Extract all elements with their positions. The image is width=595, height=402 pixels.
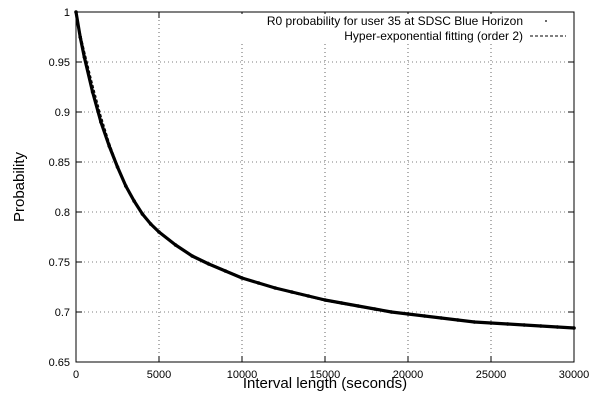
x-tick-label: 25000 [476, 369, 507, 381]
x-tick-label: 15000 [310, 369, 341, 381]
grid-lines [76, 12, 574, 362]
axis-ticks: 0 5000 10000 15000 20000 25000 30000 0.65 0.7 0.7… [49, 7, 590, 381]
x-tick-label: 5000 [147, 369, 171, 381]
y-tick-label: 0.9 [55, 107, 70, 119]
x-tick-label: 30000 [559, 369, 590, 381]
series-layer [74, 10, 576, 330]
data-point [456, 318, 460, 322]
legend-entry-r0-probability: R0 probability for user 35 at SDSC Blue … [267, 14, 523, 28]
data-point [99, 120, 103, 124]
x-tick-label: 20000 [393, 369, 424, 381]
x-axis-label: Interval length (seconds) [243, 375, 407, 392]
series-r0-probability-points [74, 10, 576, 330]
data-point [555, 325, 560, 329]
y-tick-label: 0.7 [55, 307, 70, 319]
y-tick-label: 0.65 [49, 357, 70, 369]
data-point [505, 322, 510, 326]
legend-background [236, 14, 572, 44]
y-tick-label: 1 [64, 7, 70, 19]
data-point [406, 312, 410, 316]
y-tick-label: 0.85 [49, 157, 70, 169]
data-point [190, 254, 194, 258]
data-point [82, 55, 87, 59]
y-tick-label: 0.75 [49, 257, 70, 269]
series-hyper-exponential-fit-line [75, 11, 575, 329]
y-tick-label: 0.8 [55, 207, 70, 219]
data-point [90, 90, 95, 94]
x-tick-label: 0 [73, 369, 79, 381]
data-point [157, 230, 161, 234]
data-point [273, 286, 278, 290]
legend: R0 probability for user 35 at SDSC Blue … [236, 14, 572, 44]
legend-entry-hyper-exponential-fit: Hyper-exponential fitting (order 2) [344, 29, 523, 43]
y-axis-label: Probability [11, 151, 28, 222]
y-tick-label: 0.95 [49, 57, 70, 69]
x-tick-label: 10000 [227, 369, 258, 381]
legend-swatch-points [545, 20, 547, 22]
